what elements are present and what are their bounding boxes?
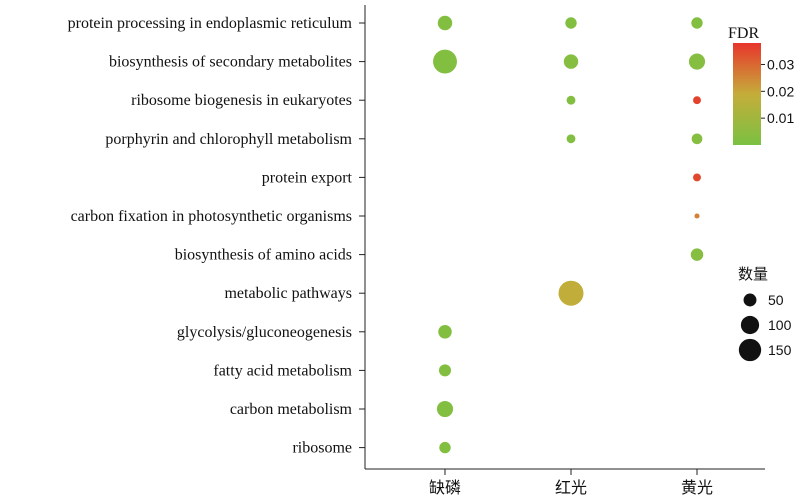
bubble-point [693, 173, 701, 182]
y-tick-label: ribosome biogenesis in eukaryotes [131, 92, 352, 109]
bubble-point [437, 15, 453, 31]
y-tick-label: fatty acid metabolism [213, 362, 352, 379]
bubble-point [690, 248, 704, 261]
bubble-point [693, 96, 701, 105]
y-tick-label: metabolic pathways [224, 285, 352, 302]
color-legend-title: FDR [728, 25, 759, 42]
bubble-point [433, 49, 457, 74]
plot-area: protein processing in endoplasmic reticu… [68, 5, 765, 497]
y-tick-label: carbon metabolism [230, 401, 353, 418]
x-tick-label: 缺磷 [429, 478, 461, 497]
y-tick-label: biosynthesis of secondary metabolites [109, 54, 352, 71]
bubble-point [688, 53, 706, 70]
y-tick-label: glycolysis/gluconeogenesis [177, 324, 352, 341]
x-tick-label: 黄光 [681, 478, 713, 497]
bubble-point [691, 133, 703, 145]
bubble-point [438, 325, 452, 339]
bubble-point [558, 280, 584, 306]
bubble-point [694, 213, 700, 219]
size-legend-label: 150 [768, 342, 792, 358]
size-legend-circle [743, 293, 757, 307]
color-legend-tick-label: 0.02 [767, 83, 794, 99]
y-tick-label: biosynthesis of amino acids [175, 247, 352, 264]
y-tick-label: protein processing in endoplasmic reticu… [68, 15, 353, 32]
bubble-point [566, 95, 576, 105]
color-legend-bar [733, 43, 761, 145]
y-tick-label: protein export [262, 169, 353, 186]
bubble-point [565, 17, 577, 29]
y-tick-label: ribosome [292, 440, 352, 457]
size-legend-label: 100 [768, 317, 792, 333]
size-legend-circle [740, 315, 760, 335]
x-tick-label: 红光 [555, 478, 587, 497]
color-legend-tick-label: 0.01 [767, 110, 794, 126]
y-tick-label: porphyrin and chlorophyll metabolism [105, 131, 352, 148]
size-legend-label: 50 [768, 292, 784, 308]
bubble-point [563, 54, 579, 69]
bubble-point [691, 17, 703, 29]
bubble-point [439, 441, 451, 454]
size-legend-title: 数量 [738, 265, 768, 283]
y-tick-label: carbon fixation in photosynthetic organi… [71, 208, 352, 225]
bubble-point [438, 364, 452, 377]
size-legend-circle [738, 338, 762, 362]
bubble-point [436, 400, 454, 418]
bubble-point [566, 134, 576, 144]
color-legend-tick-label: 0.03 [767, 56, 794, 72]
